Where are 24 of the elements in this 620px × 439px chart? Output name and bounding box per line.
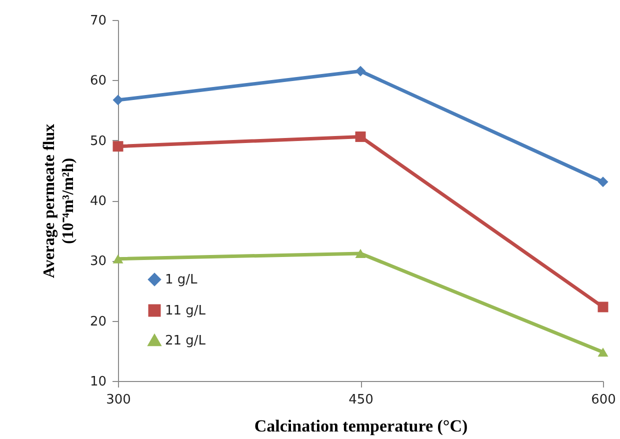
x-tick-label: 300 [106, 392, 131, 408]
point [112, 141, 124, 152]
x-tick-label: 600 [591, 392, 616, 408]
y-tick-label: 60 [90, 74, 106, 89]
point [355, 66, 366, 76]
point [598, 348, 608, 357]
point [112, 254, 124, 264]
x-axis-title: Calcination temperature (°C) [254, 416, 468, 436]
point [112, 94, 124, 106]
y-tick-label: 10 [90, 374, 106, 390]
point [598, 302, 608, 312]
y-tick-label: 70 [90, 14, 106, 28]
legend-label: 11 g/L [165, 304, 206, 318]
y-tick-label: 50 [90, 134, 106, 149]
y-tick-label: 30 [90, 254, 106, 270]
point [598, 176, 608, 188]
y-tick-label: 40 [90, 194, 106, 209]
x-tick-label: 450 [348, 392, 374, 408]
y-axis-title: Average permeate flux (10⁻⁴m³/m²h) [40, 124, 77, 278]
legend-label: 21 g/L [165, 334, 206, 348]
legend-label: 1 g/L [165, 272, 198, 288]
y-tick-label: 20 [90, 314, 106, 330]
point [355, 131, 366, 142]
point [355, 248, 366, 258]
